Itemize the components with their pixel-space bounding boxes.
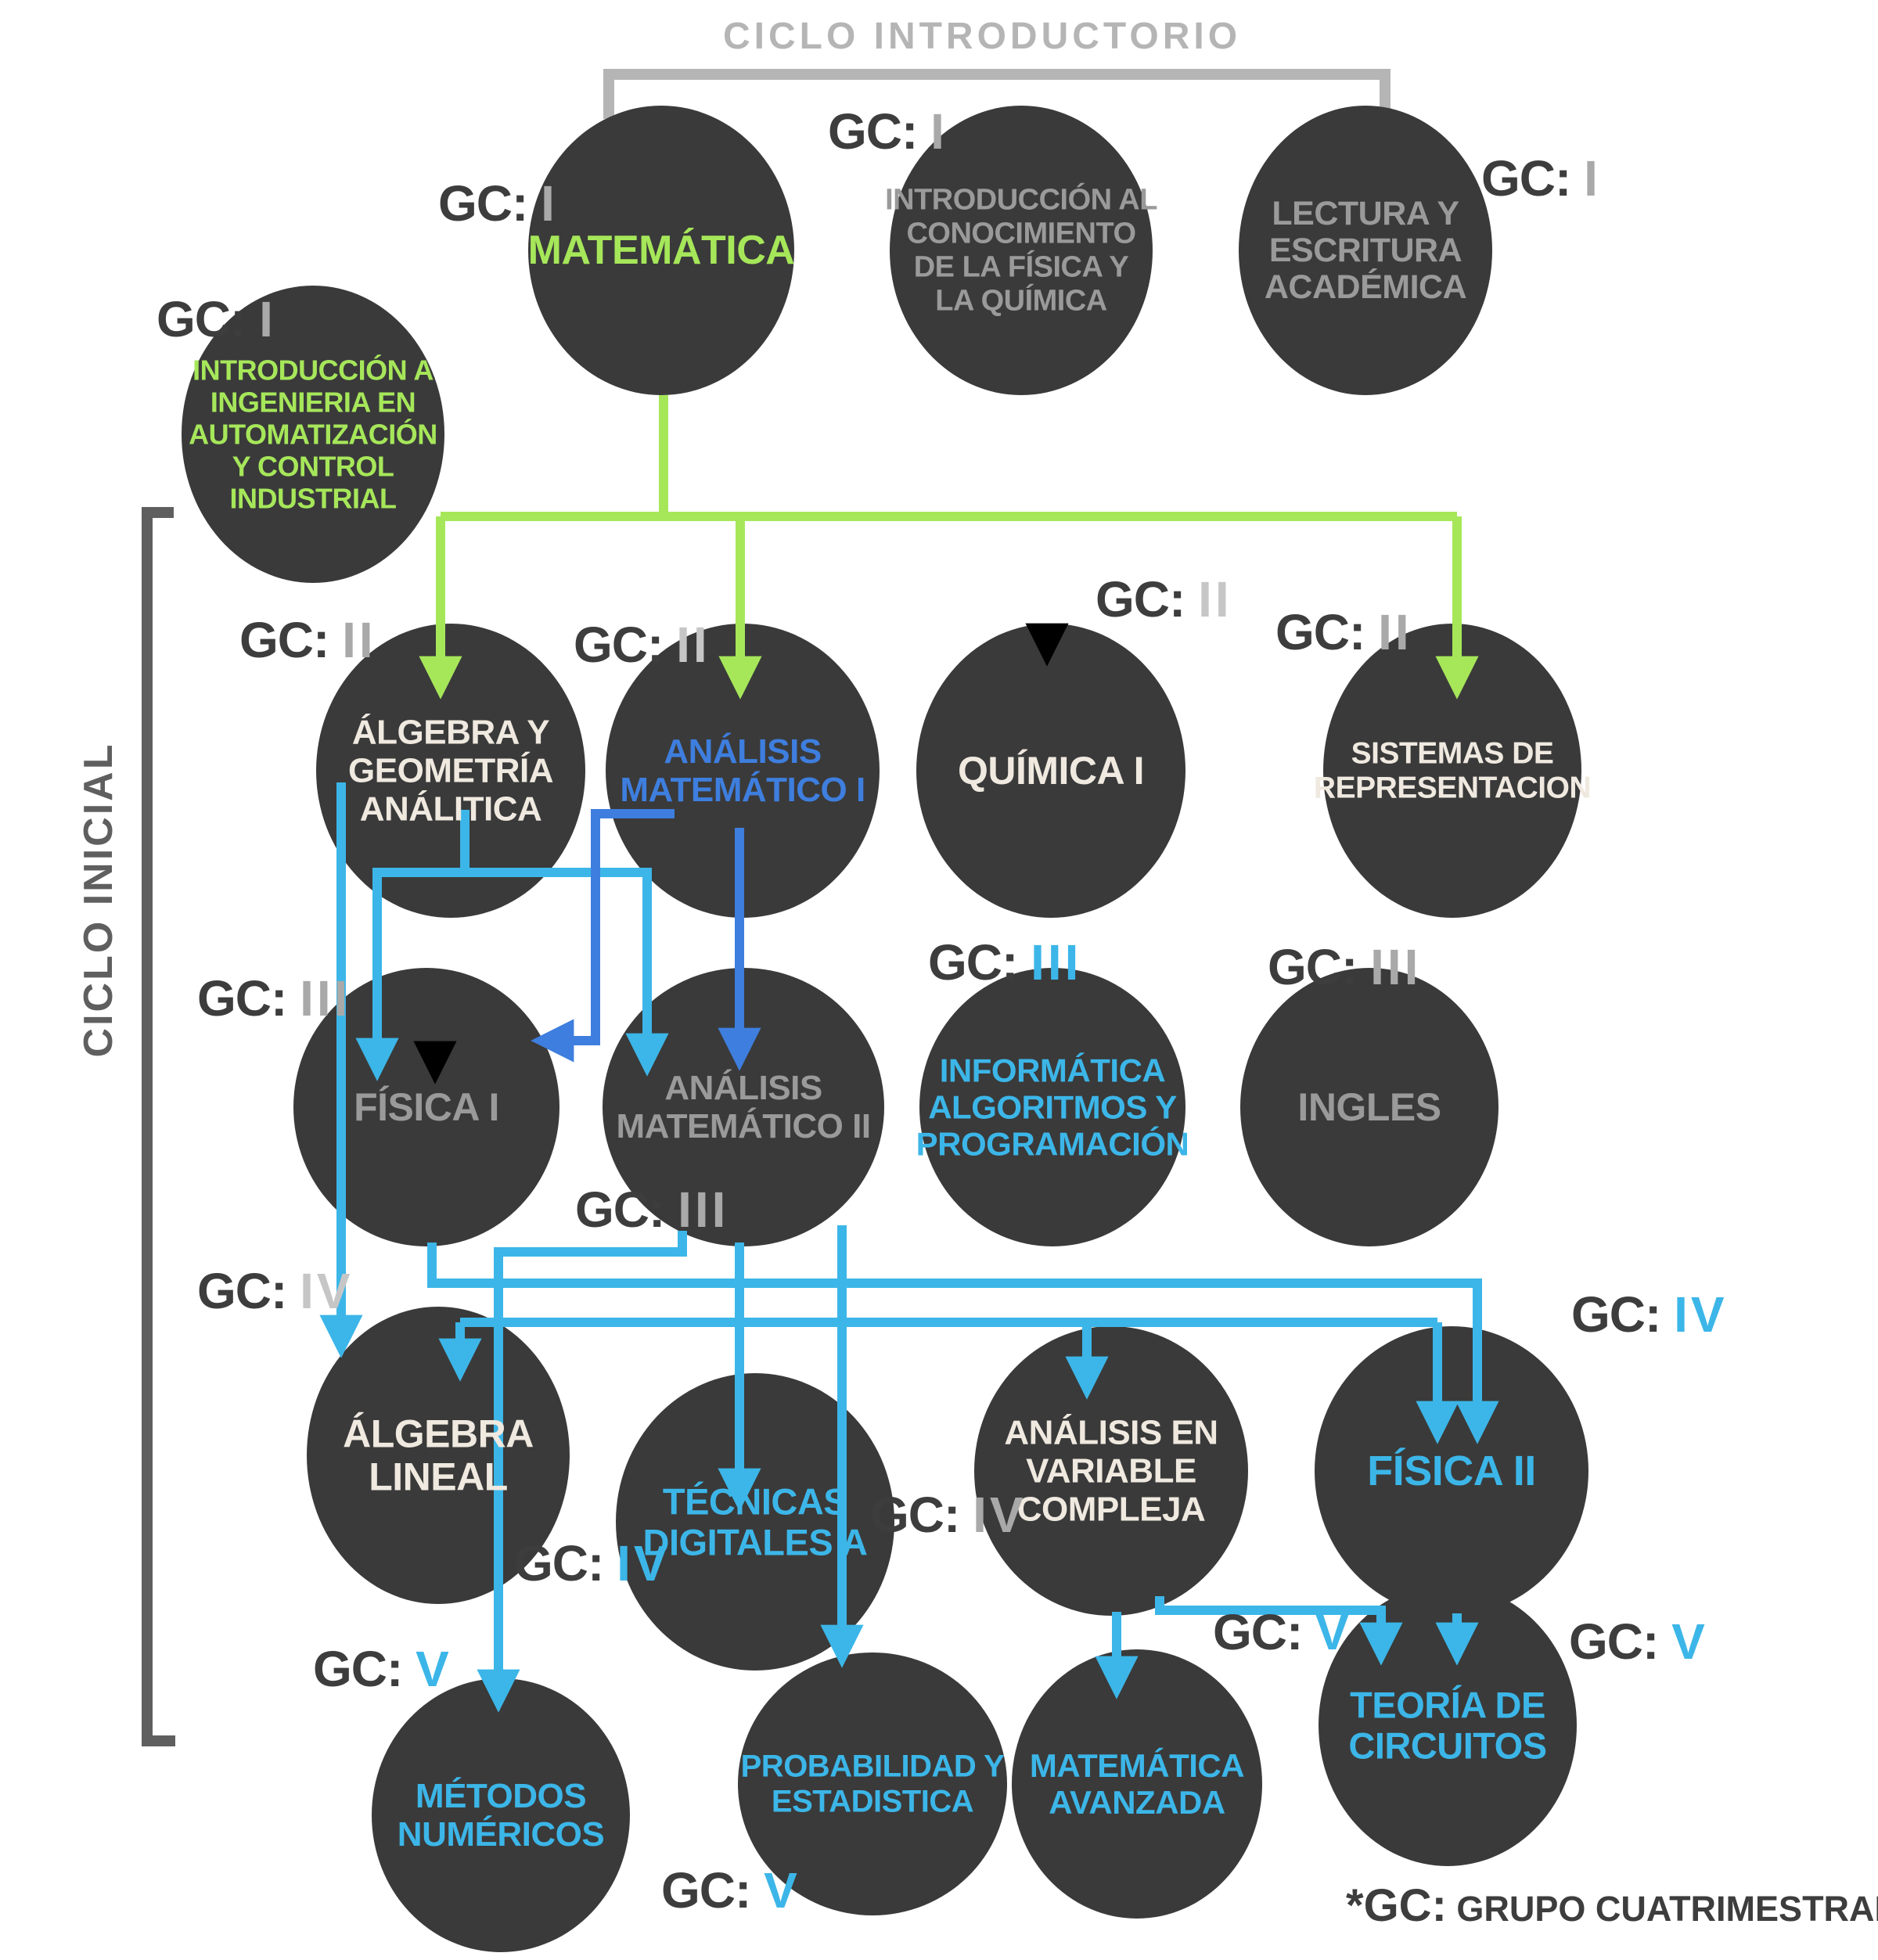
course-circle-analisis-matematico-1 <box>606 624 880 918</box>
prereq-edge-fisica1-to-fisica-2 <box>427 1243 1499 1444</box>
gc-label-quimica-1: GC: II <box>1096 571 1232 628</box>
course-label-lectura-escritura: LECTURA Y ESCRITURA ACADÉMICA <box>1265 195 1466 306</box>
course-label-analisis-matematico-2: ANÁLISIS MATEMÁTICO II <box>616 1068 870 1145</box>
course-circle-sistemas-representacion <box>1323 624 1581 918</box>
prereq-edge-anvar-to-teoria-circuitos <box>1155 1596 1403 1666</box>
course-circle-matematica-avanzada <box>1012 1649 1262 1919</box>
gc-label-matematica: GC: I <box>438 175 558 232</box>
course-label-analisis-matematico-1: ANÁLISIS MATEMÁTICO I <box>620 732 865 809</box>
gc-label-teoria-circuitos: GC: V <box>1569 1613 1708 1670</box>
gc-label-probabilidad-estadistica: GC: V <box>661 1862 800 1919</box>
course-circle-fisica-2 <box>1315 1326 1588 1616</box>
gc-label-intro-ingenieria: GC: I <box>156 291 276 347</box>
gc-label-tecnicas-digitales-a: GC: IV <box>514 1535 671 1591</box>
course-label-ingles: INGLES <box>1297 1085 1441 1129</box>
course-circle-ingles <box>1240 968 1498 1246</box>
course-circle-matematica <box>528 106 794 395</box>
course-label-analisis-variable-compleja: ANÁLISIS EN VARIABLE COMPLEJA <box>1004 1413 1218 1529</box>
gc-label-lectura-escritura: GC: I <box>1481 150 1601 207</box>
course-label-metodos-numericos: MÉTODOS NUMÉRICOS <box>398 1776 604 1854</box>
course-label-sistemas-representacion: SISTEMAS DE REPRESENTACION <box>1314 737 1591 805</box>
course-label-algebra-geometria: ÁLGEBRA Y GEOMETRÍA ANÁLITICA <box>348 713 553 829</box>
course-circle-probabilidad-estadistica <box>738 1653 1007 1915</box>
course-circle-tecnicas-digitales-a <box>616 1373 894 1670</box>
course-circle-analisis-variable-compleja <box>974 1326 1248 1616</box>
course-circle-lectura-escritura <box>1239 106 1492 395</box>
course-label-matematica: MATEMÁTICA <box>528 228 795 273</box>
gc-label-algebra-lineal: GC: IV <box>197 1263 354 1319</box>
gc-label-analisis-variable-compleja: GC: IV <box>870 1487 1027 1543</box>
prereq-edge-am1-to-fisica-1 <box>531 809 675 1063</box>
gc-label-fisica-1: GC: III <box>197 970 351 1027</box>
left-cycle-bracket <box>142 507 175 1746</box>
course-label-teoria-circuitos: TEORÍA DE CIRCUITOS <box>1348 1685 1546 1767</box>
intro-cycle-title: CICLO INTRODUCTORIO <box>723 16 1241 57</box>
course-circle-algebra-geometria <box>316 624 585 918</box>
gc-label-informatica-algoritmos: GC: III <box>928 934 1081 991</box>
course-circle-intro-fisica-quimica <box>890 106 1153 395</box>
course-label-probabilidad-estadistica: PROBABILIDAD Y ESTADISTICA <box>741 1750 1006 1819</box>
course-circle-quimica-1 <box>916 624 1185 918</box>
course-label-fisica-2: FÍSICA II <box>1367 1448 1536 1494</box>
prereq-edge-am2-to-metodos <box>477 1231 687 1713</box>
course-label-tecnicas-digitales-a: TÉCNICAS DIGITALES A <box>643 1481 868 1563</box>
course-label-algebra-lineal: ÁLGEBRA LINEAL <box>343 1412 534 1499</box>
gc-label-ingles: GC: III <box>1268 939 1421 995</box>
gc-label-intro-fisica-quimica: GC: I <box>828 103 948 160</box>
gc-label-analisis-matematico-2: GC: III <box>575 1181 729 1238</box>
course-circle-algebra-lineal <box>307 1307 570 1604</box>
gc-label-algebra-geometria: GC: II <box>239 612 376 668</box>
gc-label-sistemas-representacion: GC: II <box>1275 604 1412 660</box>
initial-cycle-title: CICLO INICIAL <box>76 743 121 1058</box>
top-cycle-bracket <box>603 69 1391 119</box>
course-label-fisica-1: FÍSICA I <box>354 1085 499 1129</box>
gc-label-matematica-avanzada: GC: V <box>1213 1604 1352 1660</box>
gc-footnote: *GC: GRUPO CUATRIMESTRAL <box>1346 1880 1878 1931</box>
course-label-informatica-algoritmos: INFORMÁTICA ALGORITMOS Y PROGRAMACIÓN <box>916 1052 1189 1163</box>
course-label-intro-ingenieria: INTRODUCCIÓN A INGENIERIA EN AUTOMATIZACIÓ… <box>189 354 437 515</box>
course-label-intro-fisica-quimica: INTRODUCCIÓN AL CONOCIMIENTO DE LA FÍSICA … <box>885 182 1157 318</box>
course-circle-analisis-matematico-2 <box>603 968 884 1246</box>
gc-label-fisica-2: GC: IV <box>1571 1286 1728 1343</box>
course-circle-intro-ingenieria <box>182 286 444 583</box>
prereq-edge-alggeom-to-analisis-mat-2 <box>465 868 669 1077</box>
course-circle-metodos-numericos <box>372 1678 630 1952</box>
course-circle-informatica-algoritmos <box>919 968 1185 1246</box>
course-label-matematica-avanzada: MATEMÁTICA AVANZADA <box>1030 1747 1244 1821</box>
course-label-quimica-1: QUÍMICA I <box>958 749 1144 793</box>
gc-label-analisis-matematico-1: GC: II <box>574 617 711 673</box>
prereq-edge-alggeom-to-fisica-1 <box>355 868 465 1081</box>
course-circle-fisica-1 <box>293 968 559 1246</box>
gc-label-metodos-numericos: GC: V <box>313 1641 452 1697</box>
